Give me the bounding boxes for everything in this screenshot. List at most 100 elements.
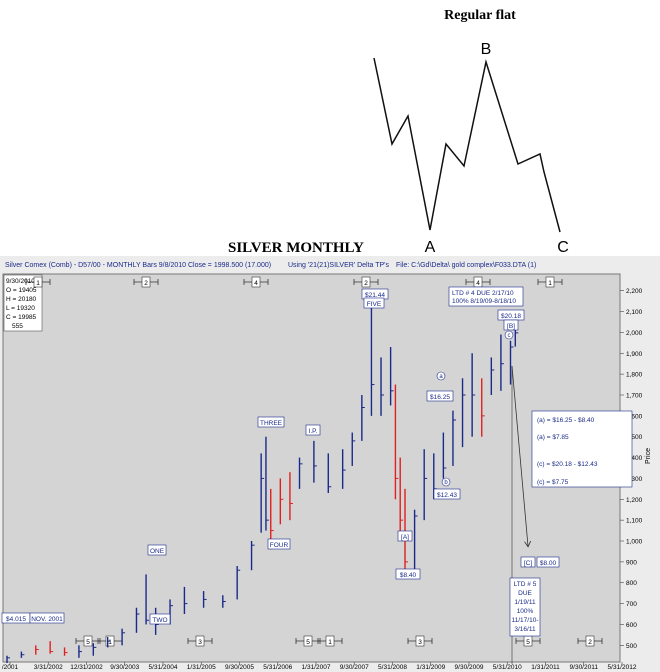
y-tick-label: 600 [626,622,637,629]
x-tick-label: 5/31/2006 [263,664,292,671]
ltd4-box [448,286,524,307]
x-tick-label: 9/30/2003 [110,664,139,671]
label-start-price: $4.015 [6,616,26,623]
delta-marker-bottom-box [195,635,205,647]
label-two: TWO [152,617,167,624]
delta-marker-bottom-box [585,635,595,647]
delta-marker-top-box [251,276,261,288]
flat-diagram-title: Regular flat [444,8,516,23]
label-c-small-circle [504,330,514,340]
y-tick-label: 2,100 [626,309,643,316]
header-using: Using '21(21)SILVER' Delta TP's [288,262,390,269]
delta-marker-bottom-box [325,635,335,647]
silver-monthly-chart: Silver Comex (Comb) - D57/00 - MONTHLY B… [1,262,652,671]
calc-line-1: (a) = $16.25 - $8.40 [537,417,595,424]
label-1243-box [433,488,461,500]
label-three: THREE [260,420,283,427]
delta-marker-top-label: 2 [144,280,148,287]
delta-marker-top-box [33,276,43,288]
label-a-small: a [439,374,443,380]
ltd5-box [509,577,541,637]
ohlc-date: 9/30/2010 [6,278,35,285]
delta-markers-top: 1 2 4 2 4 1 [25,276,563,288]
header-instrument: Silver Comex (Comb) - D57/00 - MONTHLY B… [5,262,271,269]
label-1625-box [426,390,454,402]
delta-marker-bottom-label: 5 [306,639,310,646]
ohlc-low: L = 19320 [6,305,35,312]
label-a-price: $8.40 [400,572,417,579]
delta-marker-top-label: 4 [254,280,258,287]
delta-marker-top-box [545,276,555,288]
x-tick-label: 1/31/2005 [187,664,216,671]
y-tick-label: 900 [626,559,637,566]
ohlc-count: 555 [12,323,23,330]
label-five-price: $21.44 [365,292,385,299]
ltd5-text: LTD # 5 DUE 1/19/11 100% 11/17/10- 3/16/11 [512,581,539,633]
label-a-box [397,530,413,542]
y-tick-label: 2,000 [626,330,643,337]
label-four: FOUR [270,542,289,549]
x-tick-label: 9/30/2007 [340,664,369,671]
ltd4-line1: LTD # 4 DUE 2/17/10 [452,290,514,297]
delta-marker-bottom-label: 1 [108,639,112,646]
ltd5-line: LTD # 5 [514,581,537,588]
projection-arrow [511,365,528,546]
x-tick-label: 5/31/2012 [608,664,637,671]
calc-line-2: (a) = $7.85 [537,434,569,441]
y-tick-label: 800 [626,580,637,587]
delta-marker-top-label: 2 [364,280,368,287]
y-tick-label: 2,200 [626,288,643,295]
ltd5-line: 3/16/11 [514,626,536,633]
y-tick-label: 1,700 [626,392,643,399]
x-tick-label: 5/31/2004 [149,664,178,671]
y-tick-label: 1,900 [626,351,643,358]
ohlc-high: H = 20180 [6,296,37,303]
x-tick-label: 9/30/2009 [455,664,484,671]
delta-marker-bottom-label: 1 [328,639,332,646]
delta-marker-bottom-label: 5 [86,639,90,646]
y-tick-label: 700 [626,601,637,608]
label-2018: $20.18 [501,313,521,320]
y-tick-label: 1,100 [626,518,643,525]
delta-marker-bottom-box [83,635,93,647]
delta-marker-top-label: 1 [36,280,40,287]
y-tick-label: 1,600 [626,413,643,420]
flat-label-c: C [557,239,569,256]
delta-marker-bottom-label: 3 [418,639,422,646]
label-c-price-box [536,556,560,568]
delta-marker-bottom-label: 5 [526,639,530,646]
x-tick-label: 9/30/2005 [225,664,254,671]
label-one-box [147,544,167,556]
label-b-box [503,319,519,331]
x-axis: /2001 3/31/2002 12/31/2002 9/30/2003 5/31/20… [2,662,637,671]
regular-flat-wave-line [373,57,561,233]
label-five-box [363,297,385,309]
x-tick-label: 1/31/2009 [416,664,445,671]
label-one: ONE [150,548,165,555]
label-three-box [257,416,285,428]
chart-title: SILVER MONTHLY [228,240,365,256]
delta-marker-top-label: 1 [548,280,552,287]
label-c: [C] [524,560,533,567]
label-start-date-box [29,612,65,624]
x-tick-label: 5/31/2008 [378,664,407,671]
y-axis-label: Price [645,448,652,464]
ltd5-line: DUE [518,590,532,597]
delta-marker-top-box [141,276,151,288]
label-1243: $12.43 [437,492,457,499]
label-a-price-box [395,568,421,580]
ltd4-line2: 100% 8/19/09-8/18/10 [452,298,516,305]
label-ip: I.P. [309,428,318,435]
x-tick-label: 5/31/2010 [493,664,522,671]
flat-label-b: B [481,41,492,58]
flat-label-a: A [425,239,436,256]
y-tick-label: 1,800 [626,372,643,379]
y-tick-label: 1,500 [626,434,643,441]
label-c-box [520,556,536,568]
y-tick-label: 1,400 [626,455,643,462]
wave-labels: $4.015 NOV. 2001 ONE TWO THREE FOUR I.P. $21.44… [1,288,560,625]
label-ip-box [305,424,321,436]
delta-marker-top-label: 4 [476,280,480,287]
label-c-small: c [508,333,511,339]
calc-line-4: (c) = $7.75 [537,479,569,486]
